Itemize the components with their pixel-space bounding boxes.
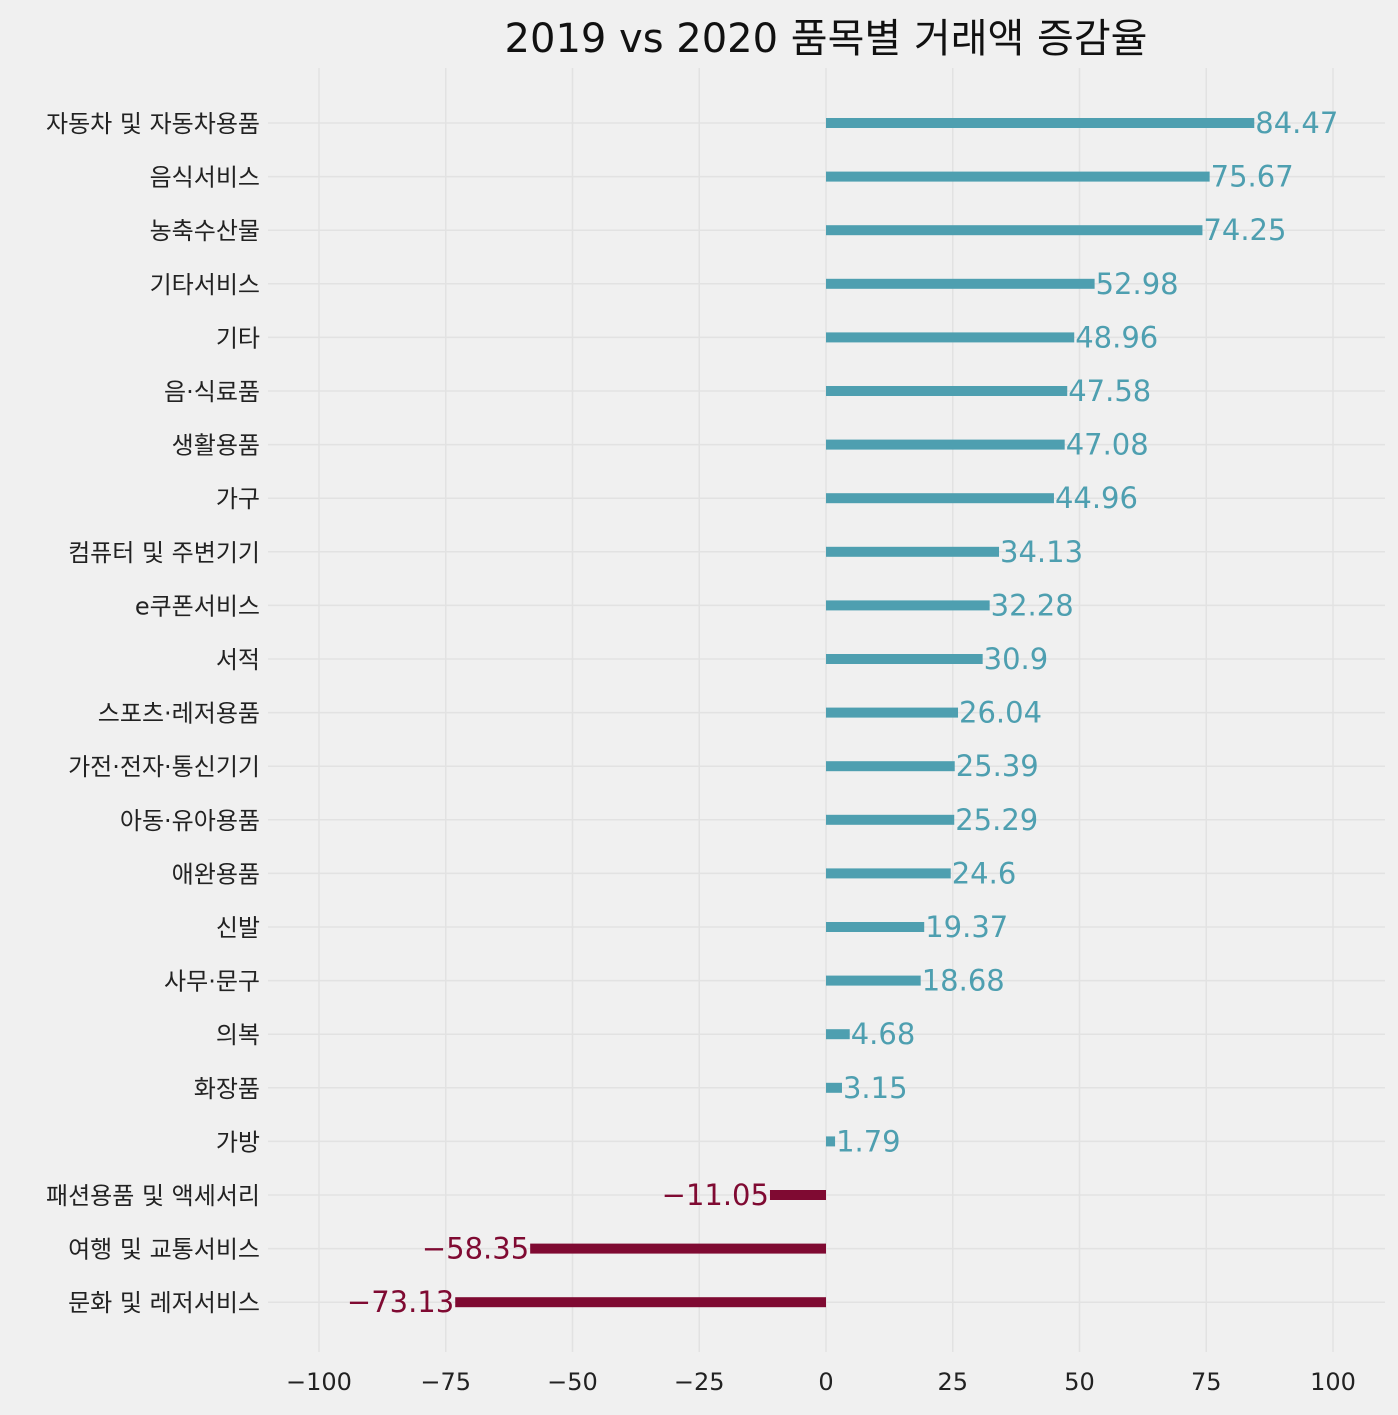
category-label: 패션용품 및 액세서리 [46, 1182, 260, 1210]
x-tick-label: −100 [286, 1368, 352, 1396]
bar [826, 1136, 836, 1147]
category-label: 가구 [216, 485, 260, 513]
category-label: 기타서비스 [150, 271, 260, 299]
data-label: 26.04 [959, 696, 1042, 730]
category-label: 기타 [216, 324, 260, 352]
data-label: 18.68 [922, 964, 1005, 998]
data-label: 1.79 [836, 1124, 901, 1158]
category-label: 음식서비스 [150, 164, 260, 192]
data-label: 74.25 [1203, 213, 1286, 247]
bar [826, 975, 921, 986]
data-label: 47.58 [1068, 374, 1151, 408]
category-label: 가전·전자·통신기기 [68, 753, 260, 781]
category-labels: 자동차 및 자동차용품음식서비스농축수산물기타서비스기타음·식료품생활용품가구컴… [46, 110, 260, 1317]
data-label: 25.39 [956, 749, 1039, 783]
bar [826, 600, 990, 611]
bars [455, 118, 1255, 1308]
category-label: 컴퓨터 및 주변기기 [68, 539, 260, 567]
bar [826, 654, 983, 664]
category-label: 가방 [216, 1128, 260, 1156]
value-labels: 84.47 75.67 74.25 52.98 48.96 47.58 47.08 44.96… [347, 106, 1338, 1319]
bar [826, 225, 1203, 236]
x-tick-label: −75 [420, 1368, 471, 1396]
data-label: −11.05 [662, 1178, 769, 1212]
category-label: 자동차 및 자동차용품 [46, 110, 260, 138]
bar [455, 1297, 826, 1308]
x-tick-label: 75 [1191, 1368, 1222, 1396]
data-label: 3.15 [843, 1071, 908, 1105]
category-label: 문화 및 레저서비스 [68, 1289, 260, 1317]
bar [826, 546, 1000, 557]
bar [826, 439, 1065, 450]
bar [826, 868, 951, 879]
bar [826, 814, 955, 825]
bar [826, 386, 1068, 396]
bar [826, 707, 959, 718]
category-label: 서적 [216, 646, 260, 674]
category-label: e쿠폰서비스 [135, 592, 260, 620]
data-label: 47.08 [1066, 428, 1149, 462]
data-label: 19.37 [925, 910, 1008, 944]
category-label: 신발 [216, 914, 260, 942]
x-tick-label: −50 [547, 1368, 598, 1396]
data-label: 32.28 [991, 588, 1074, 622]
data-label: 75.67 [1211, 160, 1294, 194]
bar [826, 1082, 842, 1093]
bar [530, 1243, 826, 1254]
data-label: 25.29 [955, 803, 1038, 837]
category-label: 스포츠·레저용품 [98, 700, 260, 728]
x-tick-label: 0 [818, 1368, 833, 1396]
bar [826, 922, 925, 932]
data-label: 24.6 [952, 856, 1017, 890]
data-label: −73.13 [347, 1285, 454, 1319]
category-label: 농축수산물 [150, 217, 260, 245]
bar [826, 493, 1054, 504]
data-label: −58.35 [422, 1232, 529, 1266]
x-tick-label: −25 [674, 1368, 725, 1396]
chart-title: 2019 vs 2020 품목별 거래액 증감율 [505, 16, 1148, 62]
category-label: 음·식료품 [164, 378, 260, 406]
category-label: 사무·문구 [164, 968, 260, 996]
category-label: 의복 [216, 1021, 260, 1049]
category-label: 화장품 [194, 1075, 260, 1103]
data-label: 30.9 [984, 642, 1049, 676]
data-label: 34.13 [1000, 535, 1083, 569]
x-axis-ticks: −100 −75 −50 −25 0 25 50 75 100 [286, 1368, 1356, 1396]
bar [826, 761, 955, 772]
bar [826, 1029, 850, 1040]
x-tick-label: 50 [1064, 1368, 1095, 1396]
bar [826, 171, 1210, 182]
category-label: 애완용품 [172, 860, 260, 888]
data-label: 4.68 [851, 1017, 916, 1051]
data-label: 84.47 [1255, 106, 1338, 140]
data-label: 52.98 [1096, 267, 1179, 301]
data-label: 48.96 [1075, 320, 1158, 354]
bar [826, 332, 1075, 343]
x-tick-label: 100 [1310, 1368, 1356, 1396]
category-label: 여행 및 교통서비스 [68, 1236, 260, 1264]
category-label: 아동·유아용품 [120, 807, 260, 835]
bar [826, 118, 1255, 128]
x-tick-label: 25 [937, 1368, 968, 1396]
bar [769, 1190, 826, 1200]
data-label: 44.96 [1055, 481, 1138, 515]
category-label: 생활용품 [172, 432, 260, 460]
bar [826, 278, 1095, 289]
